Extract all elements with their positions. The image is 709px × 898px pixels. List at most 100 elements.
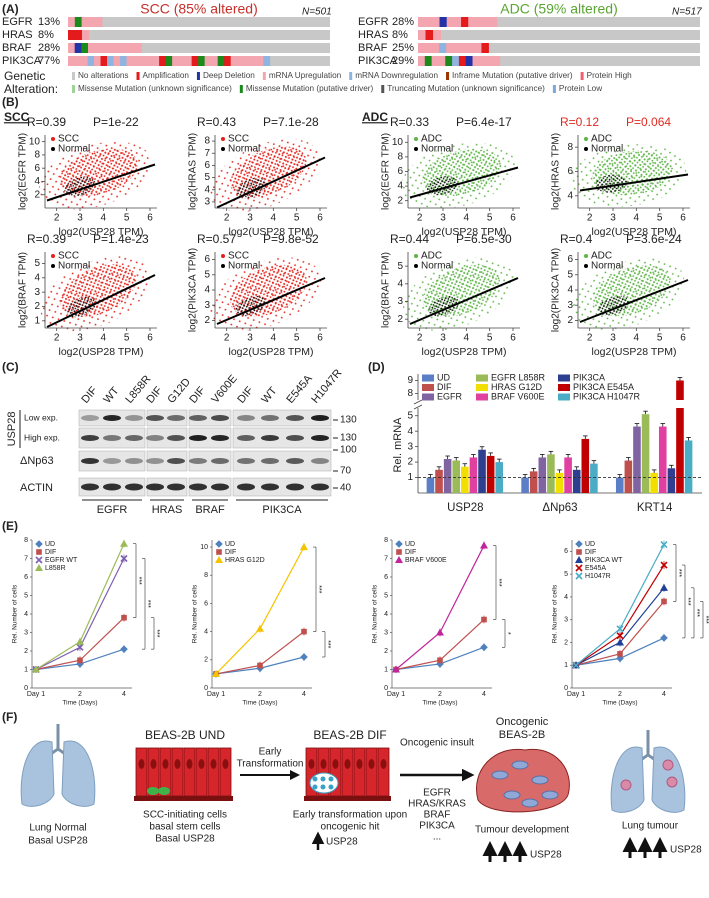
nucleus: [308, 759, 315, 769]
regression-line: [409, 166, 519, 199]
legend-entry: Normal: [591, 144, 623, 155]
bar: [529, 471, 538, 493]
x-tick-label: 5: [657, 333, 663, 344]
alteration-segment: [94, 43, 102, 53]
correlation-r: R=0.4: [560, 232, 593, 246]
alteration-segment: [458, 56, 467, 66]
alteration-segment: [431, 56, 439, 66]
gene-name: BRAF: [2, 42, 32, 54]
caption: SCC-initiating cells: [143, 810, 227, 821]
legend-entry: HRAS G12D: [225, 557, 265, 564]
y-tick-label: 2: [384, 648, 388, 655]
legend-title: Alteration:: [4, 82, 58, 96]
bar: [581, 438, 590, 493]
bar: [478, 449, 486, 493]
tumour-spot: [662, 759, 674, 771]
x-tick-label: 2: [417, 213, 423, 224]
y-axis-label: Rel. Number of cells: [372, 584, 379, 643]
x-tick-label: 6: [317, 213, 323, 224]
bar: [590, 463, 598, 493]
series-line: [35, 558, 125, 671]
significance: ***: [675, 569, 682, 577]
alteration-segment: [88, 43, 96, 53]
normal-cloud: [428, 295, 460, 317]
alteration-segment: [121, 43, 129, 53]
legend-swatch: [239, 85, 243, 93]
bar: [641, 414, 650, 493]
x-axis-label: log2(USP28 TPM): [58, 226, 143, 238]
legend-entry: E545A: [585, 565, 606, 572]
legend-dot: [221, 264, 225, 268]
alteration-segment: [81, 30, 90, 40]
y-tick-label: 9: [407, 375, 413, 386]
significance: ***: [702, 616, 709, 624]
p-value: P=1.4e-23: [93, 232, 149, 246]
alteration-segment: [425, 30, 434, 40]
data-point: [660, 583, 668, 591]
alteration-segment: [418, 30, 426, 40]
alteration-segment: [475, 17, 484, 27]
legend-entry: HRAS G12D: [491, 382, 543, 392]
x-tick-label: 3: [77, 333, 83, 344]
blot-band: [189, 415, 207, 421]
alteration-segment: [472, 56, 480, 66]
correlation-r: R=0.12: [560, 115, 599, 129]
y-tick-label: 6: [204, 254, 210, 265]
bar: [572, 469, 581, 493]
legend-entry: Truncating Mutation (unknown significanc…: [387, 84, 545, 93]
legend-swatch: [72, 72, 75, 80]
group-label: EGFR: [97, 504, 128, 516]
alteration-segment: [217, 56, 225, 66]
legend-entry: Normal: [228, 261, 260, 272]
data-point: [481, 616, 487, 623]
caption: USP28: [326, 837, 358, 848]
legend-entry: SCC: [228, 134, 249, 145]
step-label: Oncogenic insult: [400, 738, 474, 749]
bar: [461, 466, 469, 493]
legend-dot: [414, 254, 418, 258]
gene-name: EGFR: [2, 16, 33, 28]
group-label: ADC: [362, 110, 388, 124]
alteration-percent: 8%: [38, 29, 54, 41]
caption: Early transformation upon: [293, 810, 408, 821]
legend-entry: DIF: [405, 549, 416, 556]
nucleus: [368, 759, 375, 769]
alteration-segment: [453, 17, 462, 27]
gene-name: PIK3CA: [358, 55, 398, 67]
blot-band: [103, 435, 121, 441]
legend-entry: Missense Mutation (unknown significance): [78, 84, 232, 93]
alteration-segment: [178, 56, 186, 66]
y-tick-label: 7: [24, 555, 28, 562]
data-point: [436, 628, 444, 636]
blot-band: [167, 435, 185, 441]
blot-band: [146, 483, 164, 491]
bar-lower: [676, 408, 684, 493]
legend-swatch: [72, 85, 75, 93]
bar: [547, 454, 555, 493]
alteration-segment: [256, 56, 264, 66]
y-tick-label: 4: [204, 628, 208, 635]
legend-swatch: [422, 374, 434, 382]
caption: Tumour development: [475, 825, 569, 836]
p-value: P=0.064: [626, 115, 671, 129]
y-tick-label: 5: [384, 592, 388, 599]
y-axis-label: log2(BRAF TPM): [381, 252, 392, 328]
y-axis-label: log2(HRAS TPM): [551, 133, 562, 210]
y-tick-label: 5: [407, 410, 413, 421]
nucleus: [356, 759, 363, 769]
blot-band: [81, 458, 99, 464]
legend-dot: [221, 137, 225, 141]
alteration-segment: [152, 56, 160, 66]
group-label: PIK3CA: [262, 504, 302, 516]
legend-dot: [584, 264, 588, 268]
x-tick-label: 4: [122, 691, 126, 698]
bar: [667, 468, 676, 493]
bar: [538, 457, 547, 493]
data-point: [120, 645, 128, 653]
legend-dot: [414, 147, 418, 151]
legend-entry: ADC: [591, 251, 612, 262]
legend-dot: [414, 264, 418, 268]
x-tick-label: USP28: [447, 502, 483, 514]
legend-entry: No alterations: [78, 71, 129, 80]
oncogene: HRAS/KRAS: [408, 799, 466, 810]
